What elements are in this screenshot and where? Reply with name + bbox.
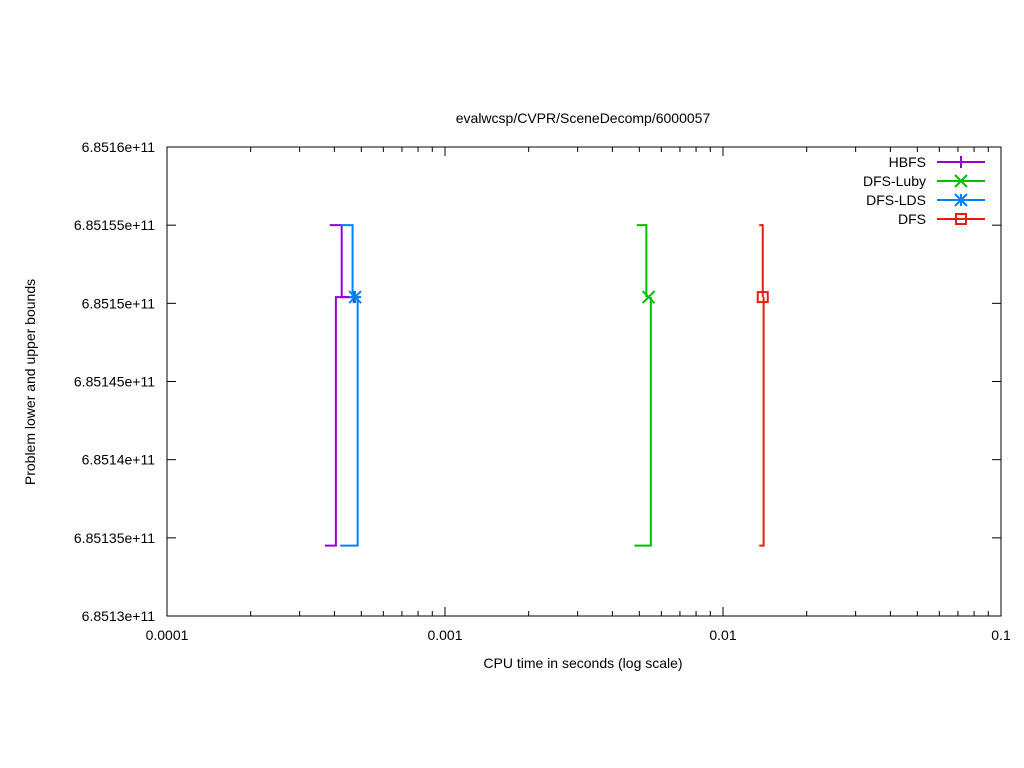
series-dfs-lower-line — [759, 297, 765, 547]
x-tick-label-0: 0.0001 — [146, 627, 189, 643]
legend: HBFS DFS-Luby DFS-LDS DFS — [863, 154, 985, 227]
x-axis-label: CPU time in seconds (log scale) — [483, 655, 682, 671]
series-dfs-luby-lower-line — [634, 297, 652, 547]
series-dfs-lds-marker-0 — [348, 290, 362, 304]
series-hbfs — [324, 224, 360, 547]
legend-marker-dfs — [955, 213, 967, 225]
x-tick-label-2: 0.01 — [709, 627, 736, 643]
legend-marker-hbfs — [955, 156, 967, 168]
y-tick-label-2: 6.8514e+11 — [82, 452, 156, 468]
series-dfs-upper-line — [759, 224, 764, 298]
y-axis-label: Problem lower and upper bounds — [22, 279, 38, 485]
y-tick-label-6: 6.8516e+11 — [82, 139, 156, 155]
series-dfs-luby-upper-line — [636, 224, 648, 298]
y-tick-label-5: 6.85155e+11 — [74, 217, 155, 233]
ticks-layer: 0.0001 0.001 0.01 0.1 6.8513e+11 6.85135e+11 6… — [74, 139, 1011, 643]
series-dfs — [756, 224, 769, 547]
series-dfs-luby — [634, 224, 656, 547]
plot-frame — [166, 146, 1002, 617]
series-dfs-luby-marker-0 — [641, 290, 656, 304]
legend-marker-dfs-lds — [954, 193, 968, 207]
series-dfs-lds-lower-line — [340, 297, 359, 547]
y-tick-label-1: 6.85135e+11 — [74, 530, 155, 546]
x-tick-label-1: 0.001 — [427, 627, 462, 643]
series-layer — [324, 224, 769, 547]
series-dfs-lds — [340, 224, 362, 547]
legend-label-hbfs: HBFS — [889, 154, 926, 170]
legend-marker-dfs-luby — [954, 174, 968, 188]
x-tick-label-3: 0.1 — [991, 627, 1011, 643]
legend-label-dfs-luby: DFS-Luby — [863, 173, 926, 189]
legend-label-dfs: DFS — [898, 211, 926, 227]
series-hbfs-lower-line — [324, 296, 354, 547]
y-tick-label-3: 6.85145e+11 — [74, 374, 155, 390]
series-dfs-marker-0 — [756, 291, 769, 304]
series-dfs-lds-upper-line — [340, 224, 354, 298]
y-tick-label-4: 6.8515e+11 — [82, 295, 156, 311]
series-hbfs-upper-line — [329, 224, 354, 299]
y-tick-label-0: 6.8513e+11 — [82, 608, 156, 624]
legend-label-dfs-lds: DFS-LDS — [866, 192, 926, 208]
chart-title: evalwcsp/CVPR/SceneDecomp/6000057 — [456, 110, 711, 126]
